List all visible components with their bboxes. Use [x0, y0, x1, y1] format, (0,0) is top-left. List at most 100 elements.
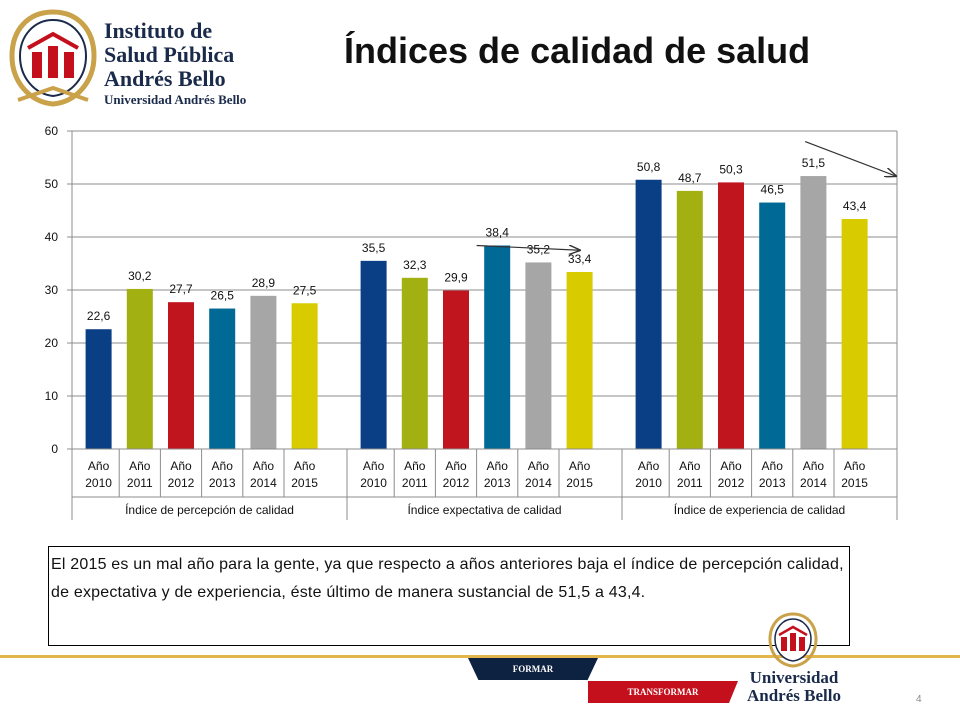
group-label: Índice de percepción de calidad — [125, 502, 294, 517]
group-label: Índice expectativa de calidad — [407, 502, 561, 517]
x-tick-label: 2010 — [635, 476, 662, 490]
x-tick-label: Año — [803, 459, 825, 473]
data-label: 48,7 — [678, 171, 702, 185]
bar — [759, 202, 786, 449]
university-logo-line-1: Universidad — [749, 668, 839, 687]
x-tick-label: Año — [487, 459, 509, 473]
bar — [401, 277, 428, 449]
institute-logo: Instituto de Salud Pública Andrés Bello … — [8, 8, 258, 108]
data-label: 50,3 — [719, 162, 743, 176]
bar — [443, 290, 469, 449]
x-tick-label: 2013 — [484, 476, 511, 490]
bar — [250, 295, 277, 449]
x-tick-label: 2011 — [127, 476, 153, 490]
data-label: 29,9 — [444, 271, 468, 285]
university-logo-line-2: Andrés Bello — [747, 686, 841, 705]
y-tick-label: 50 — [45, 177, 59, 191]
x-tick-label: Año — [679, 459, 701, 473]
data-label: 35,2 — [527, 242, 551, 256]
data-label: 28,9 — [252, 276, 276, 290]
bar — [718, 182, 744, 449]
summary-note: El 2015 es un mal año para la gente, ya … — [48, 546, 850, 646]
data-label: 22,6 — [87, 309, 111, 323]
data-label: 43,4 — [843, 199, 867, 213]
page-title: Índices de calidad de salud — [344, 30, 811, 71]
x-tick-label: 2015 — [291, 476, 318, 490]
bar — [85, 329, 112, 449]
x-tick-label: 2014 — [525, 476, 552, 490]
x-tick-label: Año — [363, 459, 385, 473]
x-tick-label: Año — [212, 459, 234, 473]
university-logo: Universidad Andrés Bello — [744, 612, 844, 712]
y-tick-label: 20 — [45, 336, 59, 350]
x-tick-label: Año — [170, 459, 192, 473]
x-tick-label: 2011 — [677, 476, 703, 490]
x-tick-label: 2012 — [443, 476, 470, 490]
data-label: 26,5 — [211, 289, 235, 303]
y-tick-label: 30 — [45, 283, 59, 297]
data-label: 30,2 — [128, 269, 152, 283]
bar — [168, 302, 194, 449]
university-crest-icon — [768, 612, 818, 668]
data-label: 51,5 — [802, 156, 826, 170]
logo-line-1: Instituto de — [104, 18, 213, 43]
x-tick-label: 2014 — [800, 476, 827, 490]
bar — [126, 288, 153, 449]
x-tick-label: Año — [445, 459, 467, 473]
bar — [360, 260, 387, 449]
logo-line-2: Salud Pública — [104, 42, 235, 67]
logo-line-3: Andrés Bello — [104, 66, 226, 91]
y-tick-label: 40 — [45, 230, 59, 244]
data-label: 27,5 — [293, 283, 317, 297]
y-tick-label: 10 — [45, 389, 59, 403]
x-tick-label: 2012 — [718, 476, 745, 490]
bar — [566, 271, 593, 449]
x-tick-label: 2012 — [168, 476, 195, 490]
data-label: 27,7 — [169, 282, 193, 296]
x-tick-label: 2015 — [841, 476, 868, 490]
x-tick-label: Año — [294, 459, 316, 473]
data-label: 33,4 — [568, 252, 592, 266]
data-label: 50,8 — [637, 160, 661, 174]
institute-crest-icon — [9, 9, 97, 107]
data-label: 46,5 — [761, 183, 785, 197]
footer-divider — [0, 655, 960, 658]
x-tick-label: 2010 — [360, 476, 387, 490]
x-tick-label: Año — [88, 459, 110, 473]
y-tick-label: 60 — [45, 124, 59, 138]
page-number: 4 — [916, 694, 922, 705]
bar — [635, 179, 662, 449]
data-label: 38,4 — [486, 225, 510, 239]
trend-arrow — [476, 244, 580, 250]
x-tick-label: 2014 — [250, 476, 277, 490]
data-label: 32,3 — [403, 258, 427, 272]
bar — [800, 176, 827, 450]
x-tick-label: 2013 — [209, 476, 236, 490]
x-tick-label: Año — [404, 459, 426, 473]
bar — [525, 262, 552, 449]
x-tick-label: Año — [129, 459, 151, 473]
bar — [484, 245, 511, 449]
bar — [676, 190, 703, 449]
x-tick-label: Año — [569, 459, 591, 473]
x-tick-label: Año — [762, 459, 784, 473]
data-label: 35,5 — [362, 241, 386, 255]
x-tick-label: Año — [528, 459, 550, 473]
x-tick-label: Año — [253, 459, 275, 473]
bar — [841, 218, 868, 449]
x-tick-label: 2011 — [402, 476, 428, 490]
x-tick-label: 2013 — [759, 476, 786, 490]
bar — [209, 308, 236, 449]
x-tick-label: Año — [844, 459, 866, 473]
group-label: Índice de experiencia de calidad — [674, 502, 845, 517]
x-tick-label: Año — [720, 459, 742, 473]
x-tick-label: Año — [638, 459, 660, 473]
trend-arrow — [804, 141, 896, 176]
bar — [291, 303, 318, 449]
y-tick-label: 0 — [51, 442, 58, 456]
footer-band-transformar: TRANSFORMAR — [588, 681, 738, 703]
x-tick-label: 2010 — [85, 476, 112, 490]
footer-band-formar: FORMAR — [468, 658, 598, 680]
x-tick-label: 2015 — [566, 476, 593, 490]
